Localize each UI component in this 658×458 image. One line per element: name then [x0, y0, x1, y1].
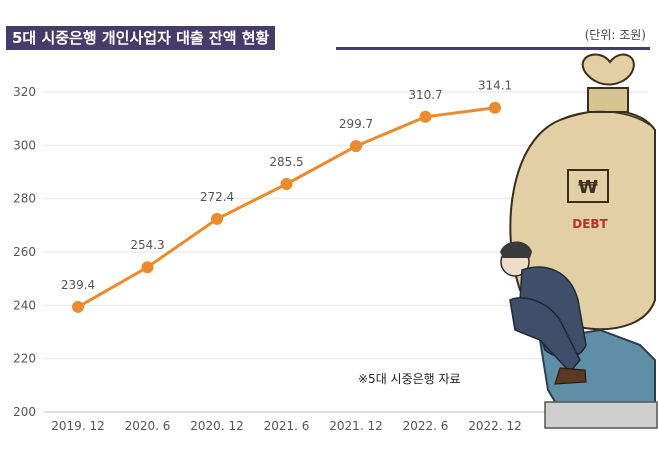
data-label: 310.7	[408, 88, 442, 102]
y-tick-label: 220	[13, 352, 36, 366]
title-underline	[336, 47, 650, 50]
chart-title: 5대 시중은행 개인사업자 대출 잔액 현황	[6, 26, 276, 50]
data-points	[72, 101, 501, 313]
data-point	[141, 261, 154, 274]
data-point	[280, 178, 293, 190]
data-label: 254.3	[130, 238, 164, 252]
data-label: 285.5	[269, 155, 303, 169]
data-point	[419, 110, 432, 123]
series-line	[77, 106, 496, 309]
data-point	[72, 300, 84, 313]
y-tick-label: 240	[13, 298, 36, 312]
x-tick-label: 2022. 6	[403, 419, 449, 433]
svg-text:DEBT: DEBT	[572, 217, 608, 231]
data-point	[350, 140, 362, 153]
x-tick-label: 2021. 12	[329, 419, 382, 433]
data-label: 299.7	[339, 117, 373, 131]
data-point	[211, 212, 223, 225]
y-tick-label: 300	[13, 138, 36, 152]
y-tick-label: 260	[13, 245, 36, 259]
x-tick-label: 2022. 12	[468, 419, 521, 433]
y-tick-label: 200	[13, 405, 36, 419]
data-label: 272.4	[200, 190, 234, 204]
data-label: 239.4	[61, 278, 95, 292]
svg-text:₩: ₩	[578, 177, 598, 198]
y-axis-ticks: 200 220 240 260 280 300 320	[13, 85, 36, 419]
data-label: 314.1	[478, 79, 512, 93]
x-tick-label: 2019. 12	[51, 419, 104, 433]
data-labels: 239.4 254.3 272.4 285.5 299.7 310.7 314.1	[61, 79, 512, 292]
y-tick-label: 320	[13, 85, 36, 99]
data-point	[489, 101, 501, 114]
x-tick-label: 2021. 6	[264, 419, 310, 433]
x-tick-label: 2020. 12	[190, 419, 243, 433]
source-note: ※5대 시중은행 자료	[358, 372, 461, 386]
x-axis-ticks: 2019. 12 2020. 6 2020. 12 2021. 6 2021. 12 20…	[51, 419, 521, 433]
x-tick-label: 2020. 6	[125, 419, 171, 433]
unit-label: (단위: 조원)	[584, 28, 646, 42]
debt-bag-man-icon: ₩ DEBT	[500, 53, 658, 429]
y-tick-label: 280	[13, 192, 36, 206]
